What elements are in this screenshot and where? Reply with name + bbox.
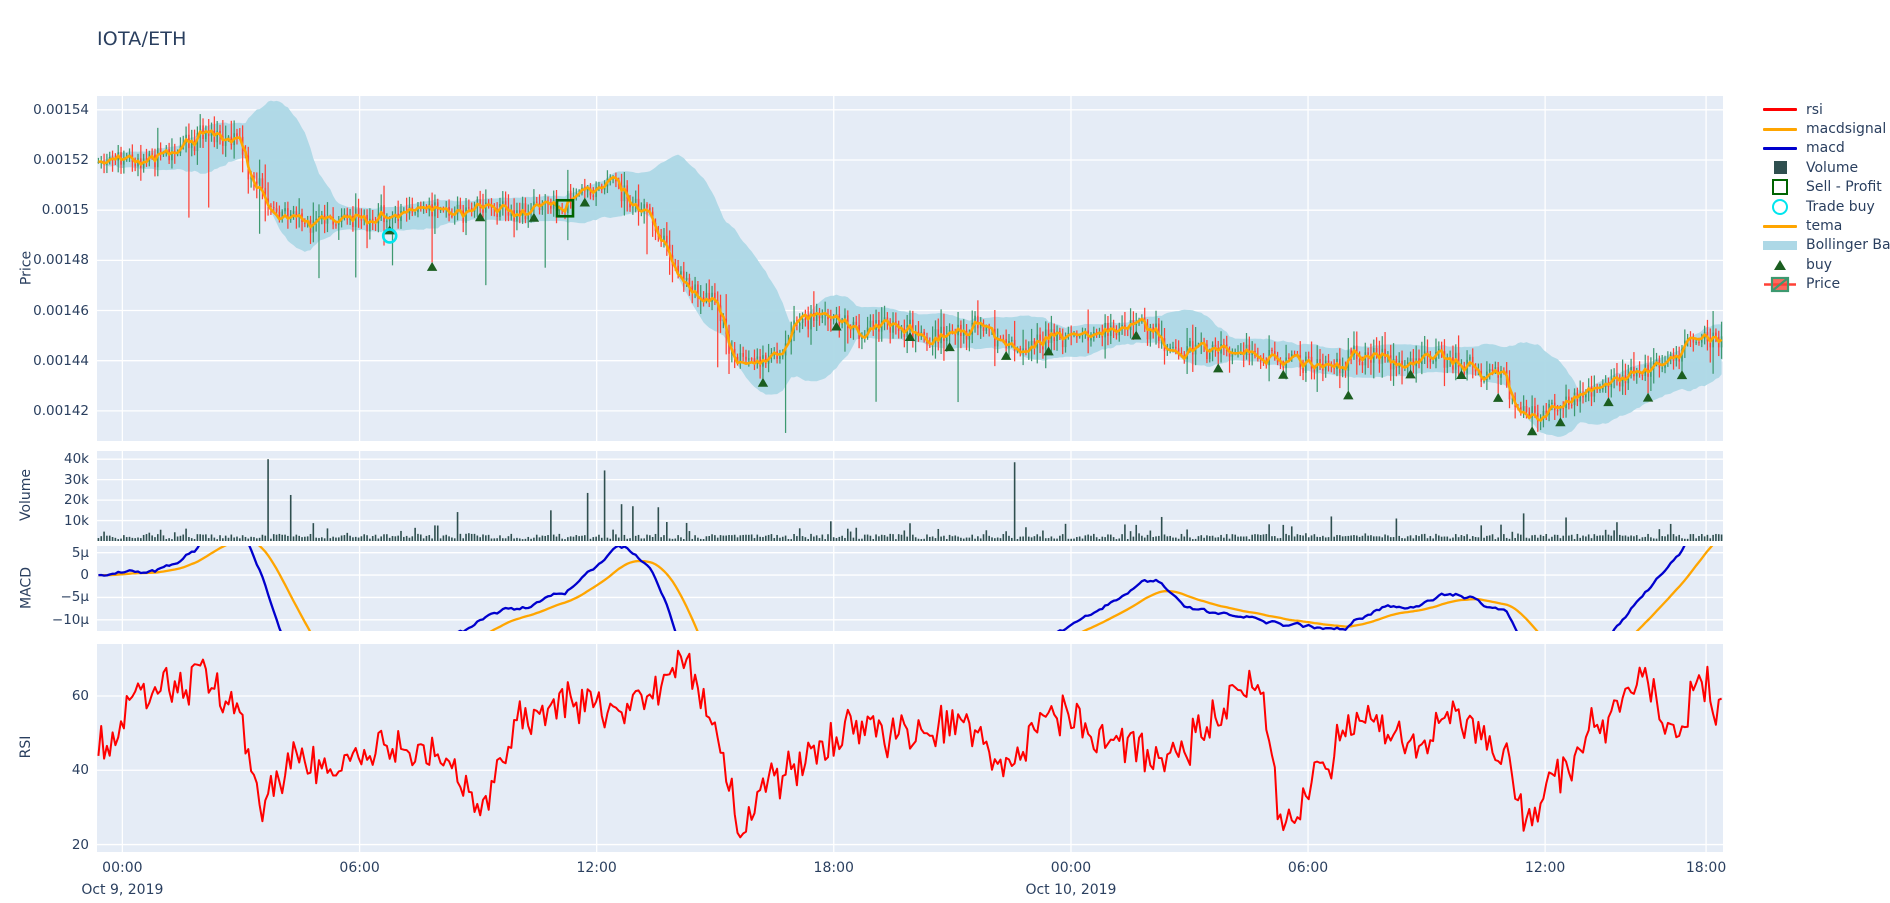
line-icon — [1760, 100, 1800, 119]
legend-item-tema[interactable]: tema — [1760, 216, 1890, 235]
trade-buy-markers — [381, 228, 398, 244]
x-tick-date-label: Oct 9, 2019 — [81, 882, 164, 898]
triangle-up-icon — [1760, 255, 1800, 274]
legend-item-buy[interactable]: buy — [1760, 255, 1890, 274]
macd-ytick-label: −5μ — [60, 589, 90, 606]
macd-line — [98, 546, 1686, 631]
rsi-plot — [97, 644, 1723, 852]
legend-item-trade-buy[interactable]: Trade buy — [1760, 197, 1890, 216]
legend-item-label: Bollinger Band — [1806, 237, 1890, 254]
price-ytick-label: 0.00146 — [33, 302, 89, 319]
volume-plot — [97, 451, 1723, 541]
macdsignal-line — [98, 546, 1714, 631]
rsi-ytick-label: 20 — [71, 836, 89, 853]
x-tick-label: 06:00 — [339, 860, 380, 876]
volume-ytick-label: 20k — [64, 492, 89, 509]
line-icon — [1760, 139, 1800, 158]
x-tick-label: 12:00 — [1524, 860, 1566, 876]
volume-ytick-label: 10k — [64, 512, 89, 529]
line-icon — [1760, 217, 1800, 236]
price-ytick-label: 0.0015 — [41, 202, 89, 219]
macd-panel[interactable] — [97, 546, 1723, 631]
buy-markers — [384, 197, 1688, 436]
square-filled-icon — [1760, 158, 1800, 177]
macd-ytick-label: −10μ — [51, 611, 89, 628]
legend-item-label: Sell - Profit — [1806, 179, 1882, 196]
x-tick-label: 18:00 — [1685, 860, 1727, 876]
legend-item-label: Price — [1806, 276, 1841, 293]
legend-item-label: tema — [1806, 218, 1843, 235]
legend-item-price[interactable]: Price — [1760, 275, 1890, 294]
legend-item-label: macdsignal — [1806, 121, 1887, 138]
x-tick-label: 00:00 — [102, 860, 143, 876]
legend-item-label: Trade buy — [1806, 198, 1875, 215]
volume-panel[interactable] — [97, 451, 1723, 541]
tema-line — [98, 129, 1723, 422]
rsi-axis-title: RSI — [18, 735, 34, 759]
volume-ytick-label: 30k — [64, 471, 89, 488]
legend-item-label: macd — [1806, 140, 1845, 157]
x-tick-date-label: Oct 10, 2019 — [1025, 882, 1117, 898]
legend-item-sell-profit[interactable]: Sell - Profit — [1760, 178, 1890, 197]
price-panel[interactable] — [97, 96, 1723, 441]
legend-item-macd[interactable]: macd — [1760, 139, 1890, 158]
macd-ytick-label: 5μ — [71, 544, 89, 561]
macd-ytick-label: 0 — [80, 567, 89, 584]
rsi-ytick-label: 60 — [71, 688, 89, 704]
line-icon — [1760, 120, 1800, 139]
candlestick-icon — [1760, 275, 1800, 294]
rsi-panel[interactable] — [97, 644, 1723, 852]
price-ytick-label: 0.00154 — [33, 101, 89, 118]
price-ytick-label: 0.00142 — [33, 402, 89, 419]
sell-profit-markers — [555, 198, 575, 218]
price-ytick-label: 0.00148 — [33, 252, 89, 269]
band-icon — [1760, 236, 1800, 255]
legend-item-bollinger-band[interactable]: Bollinger Band — [1760, 236, 1890, 255]
candlestick-series — [97, 114, 1723, 433]
page-title: IOTA/ETH — [97, 28, 187, 50]
volume-ytick-label: 40k — [64, 451, 89, 468]
price-plot — [97, 96, 1723, 441]
volume-bars — [97, 459, 1723, 541]
price-ytick-label: 0.00144 — [33, 352, 89, 369]
price-ytick-label: 0.00152 — [33, 151, 89, 168]
legend-item-label: Volume — [1806, 159, 1859, 176]
macd-plot — [97, 546, 1723, 631]
x-tick-label: 00:00 — [1050, 860, 1092, 876]
legend-item-volume[interactable]: Volume — [1760, 158, 1890, 177]
bollinger-band — [98, 100, 1722, 437]
x-tick-label: 12:00 — [576, 860, 617, 876]
circle-open-icon — [1760, 197, 1800, 216]
legend-item-label: buy — [1806, 256, 1833, 273]
rsi-line — [97, 649, 1722, 839]
x-tick-label: 06:00 — [1287, 860, 1329, 876]
legend-item-rsi[interactable]: rsi — [1760, 100, 1890, 119]
square-open-icon — [1760, 178, 1800, 197]
x-tick-label: 18:00 — [813, 860, 854, 876]
legend: rsi macdsignal macd Volume Sell - Profit Trad… — [1760, 100, 1890, 294]
rsi-ytick-label: 40 — [71, 762, 89, 779]
legend-item-label: rsi — [1806, 101, 1823, 118]
legend-item-macdsignal[interactable]: macdsignal — [1760, 119, 1890, 138]
